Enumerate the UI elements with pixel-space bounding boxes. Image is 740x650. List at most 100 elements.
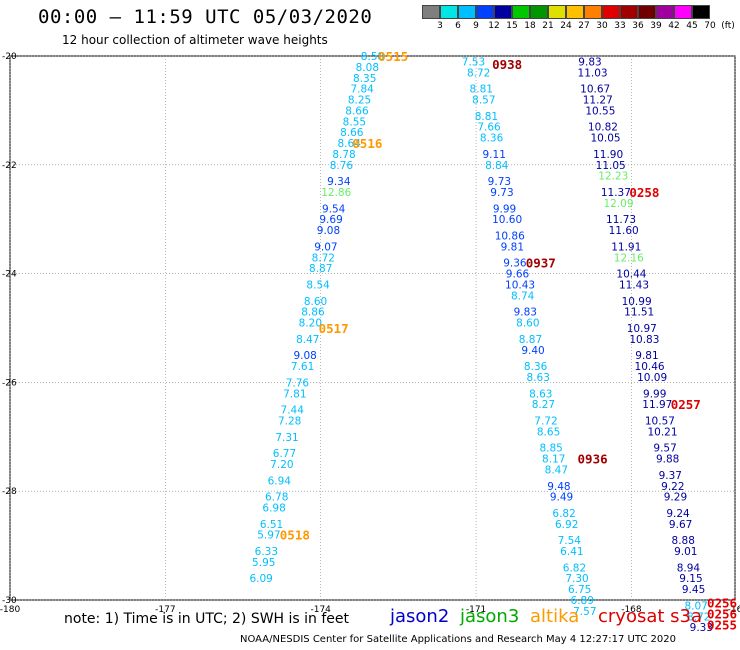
swh-value: 9.99 xyxy=(493,203,516,215)
swh-value: 9.08 xyxy=(317,225,340,237)
swh-value: 7.54 xyxy=(558,535,582,547)
swh-value: 9.73 xyxy=(490,187,513,199)
swh-value: 9.67 xyxy=(669,519,692,531)
chart-subtitle: 12 hour collection of altimeter wave hei… xyxy=(62,33,328,47)
colorbar-labels: 3 6 9 12 15 18 21 24 27 30 33 36 39 42 45 70 (ft) xyxy=(422,21,740,35)
swh-value: 12.16 xyxy=(614,252,644,264)
legend-altika: altika xyxy=(530,606,580,627)
swh-value: 7.30 xyxy=(565,573,588,585)
swh-value: 6.82 xyxy=(552,508,575,520)
swh-value: 8.07 xyxy=(684,600,707,612)
colorbar-label: 42 xyxy=(668,21,680,31)
pass-time-label: 0256 xyxy=(707,596,737,611)
swh-value: 8.64 xyxy=(338,138,362,150)
colorbar-label: (ft) xyxy=(721,21,735,31)
swh-value: 6.92 xyxy=(555,519,578,531)
x-tick-label: -16 xyxy=(728,605,740,615)
pass-time-label: 0517 xyxy=(319,321,349,336)
swh-value: 12.09 xyxy=(603,198,633,210)
swh-value: 10.43 xyxy=(505,279,535,291)
swh-value: 9.49 xyxy=(550,492,573,504)
colorbar-label: 9 xyxy=(473,21,479,31)
swh-value: 8.84 xyxy=(485,160,509,172)
x-tick-label: -174 xyxy=(310,605,331,615)
colorbar-label: 12 xyxy=(488,21,500,31)
swh-value: 7.28 xyxy=(278,415,301,427)
colorbar-label: 45 xyxy=(686,21,698,31)
swh-value: 8.87 xyxy=(519,334,542,346)
colorbar-swatch xyxy=(422,5,440,19)
swh-value: 6.33 xyxy=(255,546,278,558)
swh-value: 7.44 xyxy=(281,405,305,417)
swh-value: 9.08 xyxy=(293,350,316,362)
swh-value: 9.01 xyxy=(674,546,697,558)
y-tick-label: -24 xyxy=(2,270,17,280)
swh-value: 9.07 xyxy=(314,241,337,253)
swh-value: 9.83 xyxy=(514,307,537,319)
colorbar-label: 6 xyxy=(455,21,461,31)
swh-value: 8.60 xyxy=(516,318,539,330)
colorbar-swatch xyxy=(638,5,656,19)
swh-value: 8.36 xyxy=(480,133,504,145)
swh-value: 8.74 xyxy=(511,290,535,302)
swh-value: 8.35 xyxy=(353,73,376,85)
swh-value: 8.58 xyxy=(361,51,384,63)
colorbar-swatch xyxy=(692,5,710,19)
colorbar-swatch xyxy=(548,5,566,19)
swh-value: 9.99 xyxy=(643,388,666,400)
swh-value: 6.41 xyxy=(560,546,583,558)
pass-time-label: 0258 xyxy=(629,185,659,200)
swh-value: 11.03 xyxy=(578,67,608,79)
swh-value: 7.72 xyxy=(534,415,557,427)
swh-value: 9.40 xyxy=(521,345,544,357)
pass-time-label: 0937 xyxy=(526,256,556,271)
swh-value: 9.81 xyxy=(501,241,524,253)
colorbar-swatch xyxy=(512,5,530,19)
pass-time-label: 0938 xyxy=(492,57,522,72)
swh-value: 8.57 xyxy=(472,95,495,107)
swh-value: 10.57 xyxy=(645,415,675,427)
swh-value: 8.47 xyxy=(296,334,319,346)
colorbar-label: 39 xyxy=(650,21,662,31)
swh-value: 9.36 xyxy=(503,258,527,270)
y-tick-label: -30 xyxy=(2,596,17,606)
colorbar-swatch xyxy=(566,5,584,19)
swh-value: 9.73 xyxy=(488,176,511,188)
colorbar-legend xyxy=(422,5,710,19)
colorbar-label: 3 xyxy=(437,21,443,31)
swh-value: 9.54 xyxy=(322,203,346,215)
swh-value: 9.48 xyxy=(547,481,570,493)
swh-value: 8.63 xyxy=(529,388,552,400)
swh-value: 9.22 xyxy=(661,481,684,493)
swh-value: 11.51 xyxy=(624,307,654,319)
swh-value: 8.17 xyxy=(542,454,565,466)
swh-value: 8.36 xyxy=(524,361,548,373)
swh-value: 11.27 xyxy=(583,95,613,107)
pass-time-label: 0256 xyxy=(707,607,737,622)
swh-value: 9.57 xyxy=(653,443,676,455)
swh-value: 7.57 xyxy=(573,606,596,618)
plot-frame xyxy=(9,55,736,601)
swh-value: 8.08 xyxy=(356,62,379,74)
swh-value: 8.60 xyxy=(304,296,327,308)
swh-value: 6.75 xyxy=(568,584,591,596)
swh-value: 10.05 xyxy=(591,133,621,145)
swh-value: 8.27 xyxy=(532,399,555,411)
swh-value: 8.72 xyxy=(312,252,335,264)
swh-value: 6.94 xyxy=(268,475,292,487)
swh-value: 7.61 xyxy=(291,361,314,373)
chart-title: 00:00 – 11:59 UTC 05/03/2020 xyxy=(38,6,373,28)
swh-value: 10.09 xyxy=(637,372,667,384)
swh-value: 7.66 xyxy=(477,122,501,134)
swh-value: 8.72 xyxy=(467,67,490,79)
swh-value: 6.09 xyxy=(249,573,272,585)
swh-value: 8.88 xyxy=(672,535,695,547)
pass-time-label: 0516 xyxy=(352,136,382,151)
swh-value: 11.60 xyxy=(609,225,639,237)
swh-value: 9.34 xyxy=(327,176,351,188)
swh-value: 11.90 xyxy=(593,149,623,161)
swh-value: 8.76 xyxy=(330,160,354,172)
y-tick-label: -26 xyxy=(2,378,17,388)
pass-time-label: 0515 xyxy=(378,49,408,64)
y-tick-label: -28 xyxy=(2,487,17,497)
